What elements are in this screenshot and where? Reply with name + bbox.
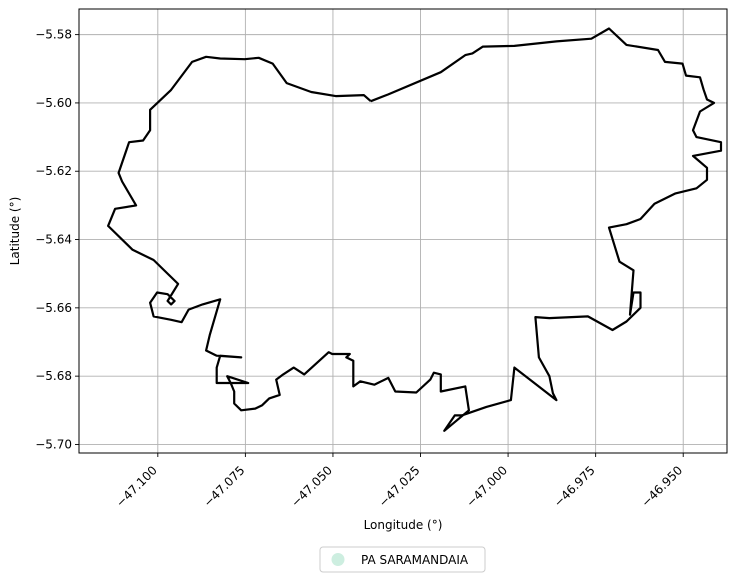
boundary-polygon bbox=[106, 27, 723, 432]
x-tick-label: −47.000 bbox=[464, 463, 511, 510]
y-tick-label: −5.70 bbox=[35, 437, 72, 451]
x-tick-label: −46.975 bbox=[551, 463, 598, 510]
legend-frame bbox=[319, 546, 486, 573]
x-tick-label: −46.950 bbox=[639, 463, 686, 510]
x-tick-label: −47.025 bbox=[376, 463, 423, 510]
plot-frame bbox=[78, 8, 728, 454]
x-tick-label: −47.075 bbox=[201, 463, 248, 510]
y-tick-label: −5.64 bbox=[35, 233, 72, 247]
y-tick-label: −5.60 bbox=[35, 96, 72, 110]
legend: PA SARAMANDAIA bbox=[319, 546, 486, 573]
legend-label: PA SARAMANDAIA bbox=[361, 553, 469, 567]
y-tick-label: −5.58 bbox=[35, 28, 72, 42]
boundary-layer bbox=[106, 27, 723, 432]
x-axis: −47.100 −47.075 −47.050 −47.025 −47.000 −46.9… bbox=[113, 453, 685, 510]
x-axis-label: Longitude (°) bbox=[364, 518, 443, 532]
y-axis: −5.58 −5.60 −5.62 −5.64 −5.66 −5.68 −5.70 bbox=[35, 28, 79, 451]
grid-lines bbox=[79, 9, 727, 453]
y-tick-label: −5.66 bbox=[35, 301, 72, 315]
x-tick-label: −47.050 bbox=[288, 463, 335, 510]
y-tick-label: −5.62 bbox=[35, 164, 72, 178]
y-tick-label: −5.68 bbox=[35, 369, 72, 383]
x-tick-label: −47.100 bbox=[113, 463, 160, 510]
y-axis-label: Latitude (°) bbox=[8, 197, 22, 266]
legend-marker bbox=[331, 553, 345, 566]
